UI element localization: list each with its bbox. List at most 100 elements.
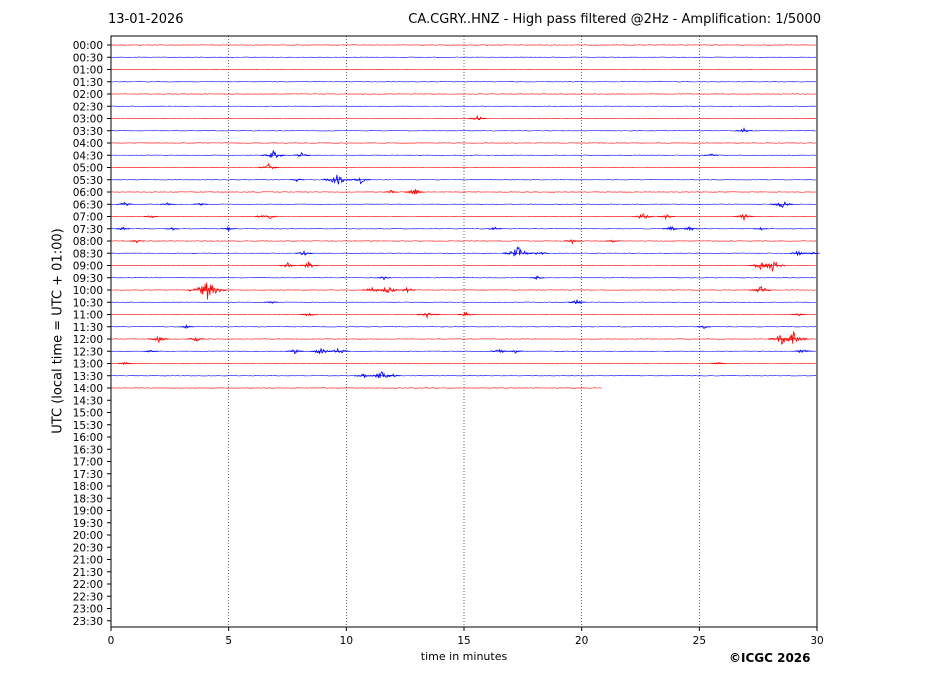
- seismic-event: [115, 226, 131, 231]
- seismic-event: [295, 250, 313, 256]
- seismic-event: [529, 275, 545, 281]
- y-tick-label: 20:00: [73, 530, 103, 542]
- x-axis-label: time in minutes: [420, 650, 508, 663]
- y-tick-label: 09:00: [73, 261, 103, 273]
- y-tick-label: 15:30: [73, 420, 103, 432]
- trace-12:30: [110, 350, 817, 352]
- trace-00:30: [110, 56, 817, 58]
- y-tick-label: 08:30: [73, 248, 103, 260]
- seismic-event: [662, 225, 680, 232]
- seismic-event: [289, 178, 305, 183]
- y-axis-label: UTC (local time = UTC + 01:00): [50, 228, 66, 434]
- y-tick-label: 04:30: [73, 150, 103, 162]
- y-tick-label: 14:30: [73, 395, 103, 407]
- x-tick-label: 5: [225, 635, 232, 647]
- y-tick-label: 01:00: [73, 65, 103, 77]
- seismic-event: [147, 335, 169, 344]
- trace-13:00: [110, 362, 817, 365]
- y-tick-label: 11:30: [73, 322, 103, 334]
- y-tick-label: 16:30: [73, 444, 103, 456]
- y-tick-label: 18:00: [73, 481, 103, 493]
- seismic-event: [735, 127, 753, 133]
- y-tick-label: 03:00: [73, 114, 103, 126]
- chart-title: CA.CGRY..HNZ - High pass filtered @2Hz -…: [408, 12, 821, 27]
- seismic-event: [416, 312, 441, 320]
- trace-10:00: [110, 289, 817, 291]
- seismic-event: [681, 226, 699, 232]
- seismic-event: [753, 226, 768, 231]
- seismic-event: [769, 200, 794, 208]
- y-tick-label: 06:30: [73, 199, 103, 211]
- trace-06:00: [110, 191, 817, 193]
- y-tick-label: 13:00: [73, 359, 103, 371]
- x-tick-label: 25: [693, 635, 706, 647]
- seismic-event: [221, 225, 236, 233]
- trace-01:30: [110, 81, 817, 83]
- seismic-event: [350, 177, 371, 185]
- trace-08:30: [110, 252, 817, 254]
- seismic-event: [160, 202, 175, 206]
- trace-06:30: [110, 203, 817, 205]
- x-tick-label: 0: [108, 635, 115, 647]
- seismic-event: [143, 215, 159, 218]
- trace-09:00: [110, 264, 817, 267]
- y-tick-label: 19:00: [73, 506, 103, 518]
- seismic-event: [563, 239, 582, 245]
- trace-03:00: [110, 117, 817, 120]
- y-tick-label: 12:30: [73, 346, 103, 358]
- seismic-event: [490, 348, 509, 354]
- chart-date: 13-01-2026: [108, 12, 184, 27]
- seismic-event: [328, 347, 350, 354]
- seismic-event: [278, 262, 297, 268]
- y-tick-label: 17:30: [73, 469, 103, 481]
- y-tick-label: 22:30: [73, 591, 103, 603]
- seismic-event: [369, 371, 393, 378]
- trace-12:00: [110, 338, 817, 340]
- seismic-event: [805, 251, 820, 255]
- trace-00:00: [110, 44, 817, 46]
- trace-13:30: [110, 375, 817, 377]
- seismic-event: [487, 226, 502, 231]
- y-tick-label: 00:00: [73, 40, 103, 52]
- y-tick-label: 10:30: [73, 297, 103, 309]
- seismic-event: [361, 286, 383, 293]
- trace-04:00: [110, 142, 817, 144]
- y-tick-label: 05:00: [73, 163, 103, 175]
- copyright-notice: ©ICGC 2026: [729, 651, 811, 665]
- seismic-event: [376, 286, 400, 294]
- y-tick-label: 07:00: [73, 212, 103, 224]
- y-tick-label: 17:00: [73, 457, 103, 469]
- y-tick-label: 02:30: [73, 101, 103, 113]
- seismic-event: [778, 330, 809, 344]
- seismic-event: [116, 201, 134, 206]
- y-tick-label: 05:30: [73, 175, 103, 187]
- y-tick-label: 13:30: [73, 371, 103, 383]
- y-tick-label: 01:30: [73, 77, 103, 89]
- trace-05:30: [110, 179, 817, 181]
- seismic-event: [261, 150, 285, 159]
- seismic-event: [383, 189, 399, 194]
- trace-04:30: [110, 154, 817, 156]
- plot-frame: [110, 35, 818, 628]
- y-tick-label: 23:30: [73, 616, 103, 628]
- trace-02:30: [110, 105, 817, 107]
- seismic-event: [117, 361, 133, 366]
- y-tick-label: 02:00: [73, 89, 103, 101]
- y-tick-label: 09:30: [73, 273, 103, 285]
- trace-07:00: [110, 215, 817, 218]
- seismic-event: [767, 334, 795, 345]
- seismic-event: [469, 115, 487, 121]
- seismic-event: [258, 162, 280, 170]
- y-tick-label: 03:30: [73, 126, 103, 138]
- y-tick-label: 14:00: [73, 383, 103, 395]
- y-tick-label: 22:00: [73, 579, 103, 591]
- y-tick-label: 15:00: [73, 408, 103, 420]
- trace-02:00: [110, 93, 817, 95]
- seismic-event: [263, 301, 279, 304]
- seismic-event: [457, 311, 476, 317]
- trace-01:00: [110, 68, 817, 71]
- seismic-event: [789, 250, 808, 257]
- seismic-event: [164, 227, 180, 231]
- seismic-event: [187, 282, 227, 300]
